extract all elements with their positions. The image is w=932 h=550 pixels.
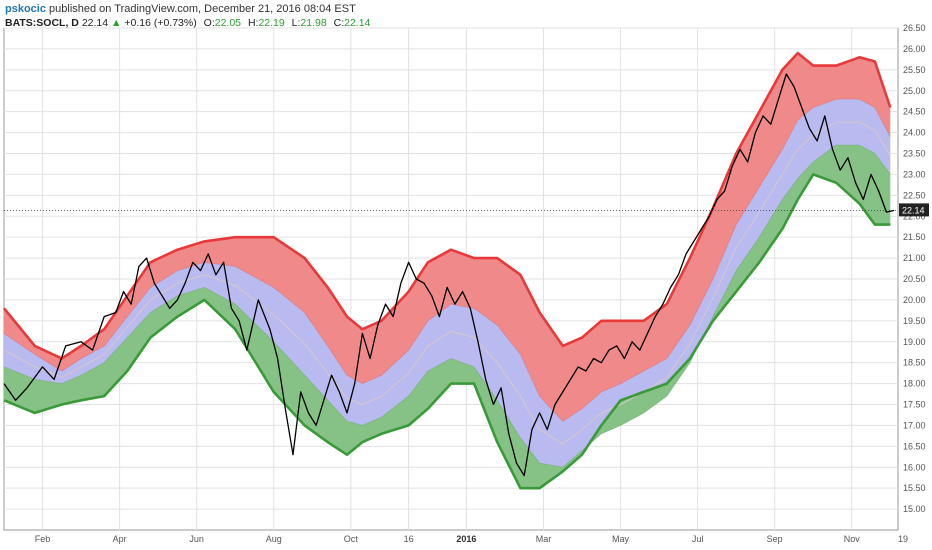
x-tick-label: Jun — [189, 534, 204, 544]
author-name[interactable]: pskocic — [5, 3, 46, 15]
last-price-label: 22.14 — [902, 205, 925, 215]
x-tick-label: Oct — [344, 534, 359, 544]
open-label: O: — [203, 17, 215, 29]
y-tick-label: 25.00 — [903, 86, 926, 96]
y-tick-label: 23.00 — [903, 169, 926, 179]
y-tick-label: 20.00 — [903, 295, 926, 305]
y-tick-label: 26.00 — [903, 44, 926, 54]
x-tick-label: May — [612, 534, 630, 544]
y-tick-label: 15.00 — [903, 504, 926, 514]
y-tick-label: 23.50 — [903, 149, 926, 159]
high-label: H: — [247, 17, 259, 29]
y-tick-label: 15.50 — [903, 483, 926, 493]
change-value: +0.16 (+0.73%) — [124, 17, 197, 29]
price-line — [3, 73, 895, 477]
y-tick-label: 19.50 — [903, 316, 926, 326]
y-tick-label: 17.00 — [903, 420, 926, 430]
last-price-badge — [899, 203, 929, 217]
x-tick-label: Nov — [844, 534, 861, 544]
upper-mid-line — [3, 98, 891, 422]
y-tick-label: 22.50 — [903, 190, 926, 200]
x-tick-label: 2016 — [456, 534, 476, 544]
close-label: C: — [333, 17, 345, 29]
y-tick-label: 25.50 — [903, 65, 926, 75]
high-value: 22.19 — [258, 17, 285, 29]
upper-band-fill — [4, 53, 891, 422]
chart-header-line1: pskocic published on TradingView.com, De… — [5, 3, 356, 15]
low-label: L: — [291, 17, 301, 29]
x-tick-label: Sep — [767, 534, 783, 544]
y-tick-label: 18.00 — [903, 379, 926, 389]
y-tick-label: 21.00 — [903, 253, 926, 263]
center-line — [3, 121, 891, 445]
y-tick-label: 18.50 — [903, 358, 926, 368]
open-value: 22.05 — [214, 17, 242, 29]
symbol-label: BATS:SOCL, D — [5, 17, 79, 29]
lower-mid-line — [3, 144, 891, 468]
x-tick-label: Jul — [692, 534, 704, 544]
x-tick-label: 16 — [404, 534, 414, 544]
close-value: 22.14 — [344, 17, 371, 29]
y-tick-label: 24.50 — [903, 107, 926, 117]
x-tick-label: Aug — [266, 534, 282, 544]
lower-band-line — [3, 173, 891, 490]
y-tick-label: 17.50 — [903, 400, 926, 410]
y-tick-label: 19.00 — [903, 337, 926, 347]
chart-header-line2: BATS:SOCL, D 22.14 ▲ +0.16 (+0.73%) O:22… — [5, 17, 370, 29]
x-tick-label: Feb — [35, 534, 51, 544]
y-tick-label: 16.00 — [903, 462, 926, 472]
x-tick-label: 19 — [898, 534, 908, 544]
low-value: 21.98 — [300, 17, 327, 29]
x-tick-label: Mar — [536, 534, 552, 544]
up-arrow-icon: ▲ — [111, 17, 122, 29]
upper-band-line — [2, 51, 892, 360]
y-tick-label: 26.50 — [903, 23, 926, 33]
y-tick-label: 16.50 — [903, 441, 926, 451]
y-tick-label: 24.00 — [903, 128, 926, 138]
x-tick-label: Apr — [113, 534, 127, 544]
y-tick-label: 21.50 — [903, 232, 926, 242]
y-tick-label: 20.50 — [903, 274, 926, 284]
published-text: published on TradingView.com, December 2… — [49, 3, 356, 15]
last-price: 22.14 — [81, 17, 109, 29]
